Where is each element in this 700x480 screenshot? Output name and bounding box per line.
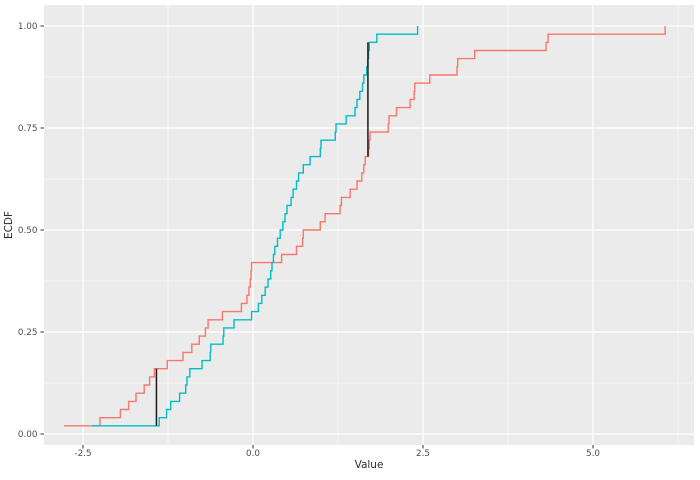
ecdf-curve-group-2: [91, 26, 419, 427]
x-axis-title: Value: [354, 459, 384, 471]
plot-panel: [44, 5, 694, 445]
y-tick-label: 0.75: [18, 124, 38, 134]
y-axis-title: ECDF: [3, 210, 15, 240]
x-tick-label: 5.0: [586, 449, 600, 459]
y-tick-label: 0.50: [18, 226, 38, 236]
x-tick-label: -2.5: [74, 449, 91, 459]
y-tick-label: 1.00: [18, 22, 38, 32]
ecdf-curve-group-1: [64, 26, 666, 427]
y-tick-label: 0.25: [18, 328, 38, 338]
x-tick-label: 0.0: [246, 449, 260, 459]
x-tick-label: 2.5: [416, 449, 430, 459]
y-tick-label: 0.00: [18, 430, 38, 440]
